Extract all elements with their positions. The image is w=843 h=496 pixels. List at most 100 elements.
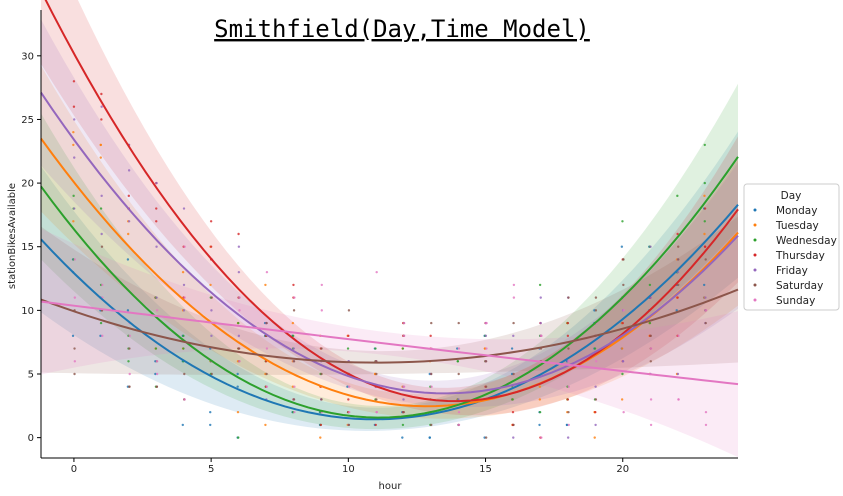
data-point <box>320 347 323 350</box>
legend-marker-monday <box>753 208 757 212</box>
y-tick-label: 5 <box>28 370 34 381</box>
legend-marker-tuesday <box>753 223 757 227</box>
data-point <box>347 309 351 312</box>
data-point <box>539 296 542 299</box>
data-point <box>209 423 212 427</box>
data-point <box>73 156 76 159</box>
data-point <box>100 232 103 236</box>
data-point <box>512 296 516 299</box>
legend-label-saturday: Saturday <box>776 280 823 292</box>
data-point <box>100 92 103 96</box>
band-thursday <box>41 0 738 416</box>
data-point <box>236 385 239 388</box>
regression-lines <box>40 0 739 421</box>
data-point <box>128 347 131 350</box>
data-point <box>320 309 323 312</box>
data-point <box>594 296 598 299</box>
data-point <box>620 347 624 350</box>
data-point <box>456 347 459 350</box>
data-point <box>512 334 515 338</box>
legend-marker-thursday <box>753 253 757 257</box>
data-point <box>621 372 624 376</box>
data-point <box>237 270 241 274</box>
data-point <box>676 194 679 198</box>
data-point <box>702 283 706 287</box>
x-tick-label: 15 <box>479 464 492 475</box>
data-point <box>567 296 570 299</box>
data-point <box>99 321 103 325</box>
data-point <box>320 283 323 287</box>
data-point <box>237 232 240 236</box>
data-point <box>292 309 296 312</box>
data-point <box>155 296 158 299</box>
data-point <box>401 436 404 439</box>
scatter-points <box>71 80 708 439</box>
data-point <box>127 194 131 198</box>
data-point <box>649 347 653 350</box>
band-saturday <box>41 216 738 375</box>
data-point <box>71 334 75 338</box>
data-point <box>703 194 706 198</box>
data-point <box>457 410 461 414</box>
data-point <box>154 347 158 350</box>
data-point <box>430 321 433 325</box>
data-point <box>292 360 296 363</box>
data-point <box>375 398 378 401</box>
data-point <box>99 156 102 159</box>
data-point <box>538 385 542 388</box>
x-axis-label: hour <box>379 481 403 492</box>
legend-label-friday: Friday <box>776 265 808 277</box>
data-point <box>209 220 213 223</box>
data-point <box>594 309 598 312</box>
data-point <box>293 410 296 414</box>
data-point <box>512 321 515 325</box>
data-point <box>155 385 159 388</box>
data-point <box>595 360 598 363</box>
data-point <box>703 143 706 147</box>
data-point <box>430 423 433 427</box>
legend-box <box>743 183 840 311</box>
data-point <box>375 270 378 274</box>
data-point <box>319 436 322 439</box>
data-point <box>346 347 350 350</box>
data-point <box>127 169 131 172</box>
data-point <box>510 347 514 350</box>
data-point <box>265 347 269 350</box>
data-point <box>512 283 516 287</box>
data-point <box>593 347 597 350</box>
data-point <box>566 398 570 401</box>
data-point <box>348 410 351 414</box>
band-sunday <box>41 228 738 458</box>
legend-label-monday: Monday <box>776 205 817 217</box>
data-point <box>182 207 186 210</box>
data-point <box>265 385 269 388</box>
data-point <box>484 436 488 439</box>
data-point <box>265 321 268 325</box>
band-tuesday <box>41 65 738 419</box>
legend-marker-sunday <box>753 298 757 302</box>
data-point <box>593 436 596 439</box>
data-point <box>237 334 241 338</box>
data-point <box>265 372 268 376</box>
data-point <box>73 207 76 210</box>
data-point <box>566 321 570 325</box>
data-point <box>594 398 598 401</box>
data-point <box>621 321 624 325</box>
data-point <box>538 423 541 427</box>
data-point <box>210 296 213 299</box>
data-point <box>348 385 351 388</box>
data-point <box>209 283 212 287</box>
data-point <box>181 423 184 427</box>
data-point <box>620 398 624 401</box>
data-point <box>319 423 323 427</box>
data-point <box>183 372 186 376</box>
data-point <box>210 334 213 338</box>
y-tick-label: 0 <box>28 433 34 444</box>
data-point <box>101 283 104 287</box>
data-point <box>676 296 679 299</box>
data-point <box>676 372 680 376</box>
data-point <box>567 347 570 350</box>
data-point <box>100 105 103 108</box>
data-point <box>291 334 295 338</box>
